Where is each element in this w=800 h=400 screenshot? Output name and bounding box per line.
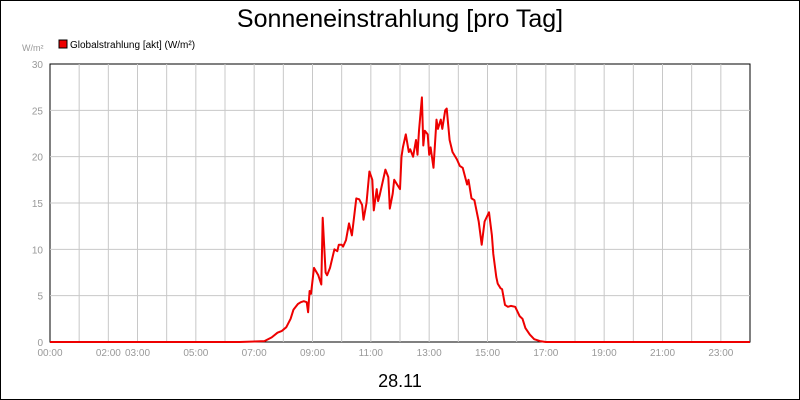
- y-tick-labels: 0 5 10 15 20 25 30: [32, 60, 44, 349]
- y-axis-label: W/m²: [22, 43, 44, 53]
- chart-title: Sonneneinstrahlung [pro Tag]: [237, 5, 563, 33]
- x-tick-label: 15:00: [475, 348, 500, 359]
- x-tick-label: 09:00: [300, 348, 325, 359]
- y-tick-label: 20: [32, 153, 44, 164]
- legend: Globalstrahlung [akt] (W/m²): [58, 39, 195, 51]
- x-tick-label: 02:00: [96, 348, 121, 359]
- y-tick-label: 10: [32, 245, 44, 256]
- series-line-globalstrahlung: [50, 96, 750, 343]
- y-tick-label: 5: [37, 292, 43, 303]
- legend-label: Globalstrahlung [akt] (W/m²): [70, 40, 195, 51]
- y-tick-label: 25: [32, 106, 44, 117]
- y-tick-label: 0: [37, 338, 43, 349]
- x-tick-label: 00:00: [37, 348, 62, 359]
- x-tick-label: 05:00: [183, 348, 208, 359]
- x-tick-label: 11:00: [359, 348, 384, 359]
- x-axis-date-label: 28.11: [378, 371, 422, 391]
- y-tick-label: 30: [32, 60, 44, 71]
- x-tick-label: 03:00: [125, 348, 150, 359]
- x-tick-label: 13:00: [417, 348, 442, 359]
- x-tick-label: 19:00: [592, 348, 617, 359]
- gridlines: [50, 64, 750, 342]
- x-tick-label: 21:00: [650, 348, 675, 359]
- x-tick-label: 07:00: [242, 348, 267, 359]
- x-tick-labels: 00:00 02:00 03:00 05:00 07:00 09:00 11:00 13:00…: [37, 348, 733, 359]
- legend-swatch: [58, 39, 68, 49]
- x-tick-label: 17:00: [533, 348, 558, 359]
- y-tick-label: 15: [32, 199, 44, 210]
- x-tick-label: 23:00: [708, 348, 733, 359]
